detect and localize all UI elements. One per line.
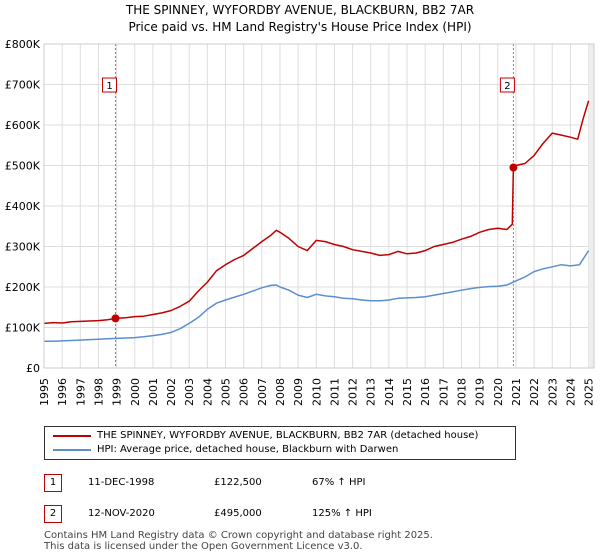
chart-badge-label-2: 2 — [504, 81, 510, 92]
y-tick-label: £300K — [5, 241, 41, 254]
x-tick-label: 2022 — [528, 378, 541, 406]
y-tick-label: £600K — [5, 119, 41, 132]
footer-line-2: This data is licensed under the Open Gov… — [44, 541, 363, 552]
x-tick-label: 1995 — [38, 378, 51, 406]
x-tick-label: 2017 — [437, 378, 450, 406]
chart-badge-label-1: 1 — [106, 81, 112, 92]
hpi-line — [44, 250, 590, 343]
sale-points — [111, 163, 518, 323]
x-tick-label: 1996 — [56, 378, 69, 406]
x-tick-label: 2009 — [292, 378, 305, 406]
x-tick-label: 2012 — [347, 378, 360, 406]
y-tick-label: £400K — [5, 200, 41, 213]
x-tick-label: 2010 — [310, 378, 323, 406]
x-tick-label: 2025 — [583, 378, 596, 406]
x-tick-label: 2007 — [256, 378, 269, 406]
x-axis-labels: 1995 1996 1997 1998 1999 2000 2001 2002 2003 2004… — [38, 378, 596, 406]
x-tick-label: 2000 — [129, 378, 142, 406]
x-tick-label: 2001 — [147, 378, 160, 406]
x-tick-label: 2024 — [564, 378, 577, 406]
y-tick-label: £100K — [5, 322, 41, 335]
x-tick-label: 1997 — [74, 378, 87, 406]
footer: Contains HM Land Registry data © Crown c… — [44, 530, 584, 552]
plot-border — [43, 43, 595, 369]
x-tick-label: 2021 — [510, 378, 523, 406]
title-line-2: Price paid vs. HM Land Registry's House … — [128, 20, 472, 34]
x-tick-label: 2003 — [183, 378, 196, 406]
future-band — [588, 44, 594, 368]
legend: THE SPINNEY, WYFORDBY AVENUE, BLACKBURN,… — [44, 426, 516, 460]
y-tick-label: £200K — [5, 281, 41, 294]
series-lines — [43, 100, 590, 343]
sale-point-2 — [509, 163, 518, 172]
chart-badge-box-1 — [102, 77, 118, 93]
legend-swatch-property — [53, 435, 91, 437]
legend-label-hpi: HPI: Average price, detached house, Blac… — [97, 444, 399, 455]
chart-title: THE SPINNEY, WYFORDBY AVENUE, BLACKBURN,… — [0, 2, 600, 36]
x-tick-label: 2019 — [474, 378, 487, 406]
x-tick-label: 2020 — [492, 378, 505, 406]
sale-price-2: £495,000 — [214, 508, 262, 519]
legend-label-property: THE SPINNEY, WYFORDBY AVENUE, BLACKBURN,… — [97, 430, 479, 441]
x-tick-label: 2008 — [274, 378, 287, 406]
x-tick-label: 1999 — [111, 378, 124, 406]
grid — [43, 43, 594, 369]
y-tick-label: £800K — [5, 38, 41, 51]
x-tick-label: 2014 — [383, 378, 396, 406]
x-tick-label: 2002 — [165, 378, 178, 406]
chart-badge-box-2 — [499, 77, 515, 93]
sale-date-1: 11-DEC-1998 — [88, 477, 155, 488]
sale-badge-2: 2 — [44, 505, 62, 523]
price-chart: £0 £100K £200K £300K £400K £500K £600K £700K £80… — [5, 38, 596, 406]
x-tick-label: 2023 — [546, 378, 559, 406]
y-tick-label: £700K — [5, 79, 41, 92]
x-tick-label: 2004 — [201, 378, 214, 406]
sale-hpi-1: 67% ↑ HPI — [312, 477, 366, 488]
x-tick-label: 2013 — [365, 378, 378, 406]
title-line-1: THE SPINNEY, WYFORDBY AVENUE, BLACKBURN,… — [125, 3, 475, 17]
x-tick-label: 2011 — [328, 378, 341, 406]
sale-point-1 — [111, 314, 120, 323]
x-tick-label: 2005 — [220, 378, 233, 406]
property-price-line — [43, 100, 590, 325]
x-tick-label: 2015 — [401, 378, 414, 406]
x-tick-label: 2006 — [238, 378, 251, 406]
sale-markers-lines — [115, 44, 514, 368]
legend-swatch-hpi — [53, 449, 91, 451]
x-tick-label: 2016 — [419, 378, 432, 406]
sale-date-2: 12-NOV-2020 — [88, 508, 155, 519]
sale-hpi-2: 125% ↑ HPI — [312, 508, 372, 519]
sale-badge-1: 1 — [44, 474, 62, 492]
y-tick-label: £0 — [26, 362, 40, 375]
x-tick-label: 2018 — [455, 378, 468, 406]
x-tick-label: 1998 — [92, 378, 105, 406]
y-tick-label: £500K — [5, 160, 41, 173]
future-band-rect — [588, 44, 594, 368]
y-axis-labels: £0 £100K £200K £300K £400K £500K £600K £700K £80… — [5, 38, 41, 375]
sale-price-1: £122,500 — [214, 477, 262, 488]
footer-line-1: Contains HM Land Registry data © Crown c… — [44, 530, 433, 541]
